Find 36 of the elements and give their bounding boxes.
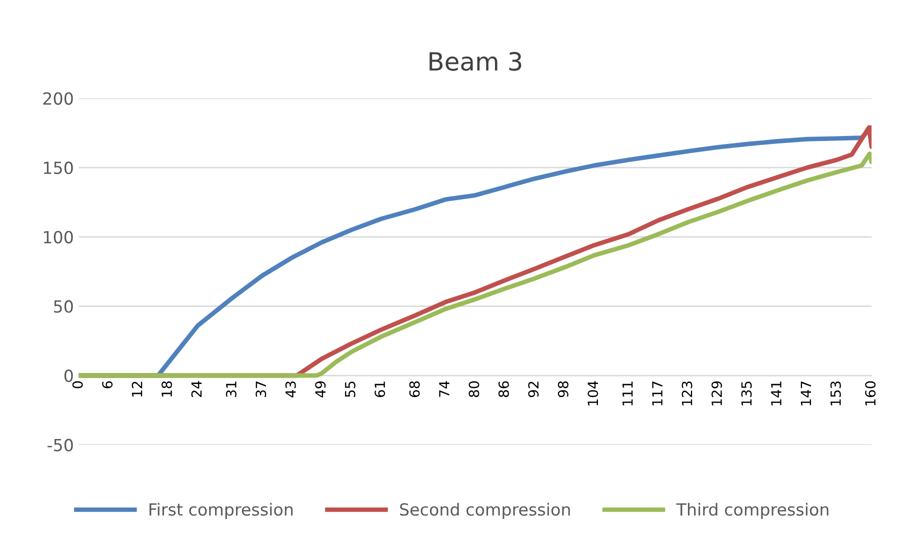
x-tick-label: 55	[345, 382, 356, 397]
x-tick-label: 117	[652, 382, 662, 406]
y-tick-label: 100	[44, 230, 73, 244]
x-tick-label: 147	[800, 382, 811, 406]
y-tick-label: -50	[48, 438, 73, 452]
legend-label: Third compression	[676, 502, 828, 519]
x-tick-label: 160	[865, 381, 876, 406]
y-tick-label: 150	[44, 162, 73, 174]
x-tick-label: 123	[682, 381, 692, 406]
x-tick-label: 135	[741, 382, 752, 406]
x-tick-label: 0	[72, 381, 83, 388]
x-tick-label: 49	[315, 381, 326, 398]
x-tick-label: 31	[226, 382, 236, 397]
legend-label: First compression	[150, 502, 293, 519]
x-tick-label: 18	[162, 381, 172, 397]
legend-label: Second compression	[400, 502, 570, 519]
x-tick-label: 86	[498, 381, 509, 398]
x-tick-label: 141	[771, 382, 782, 406]
x-tick-label: 153	[830, 381, 841, 406]
y-tick-label: 50	[54, 300, 73, 313]
x-tick-label: 37	[256, 382, 266, 397]
x-tick-label: 129	[712, 381, 722, 406]
chart-title: Beam 3	[430, 52, 522, 71]
x-tick-label: 80	[468, 381, 480, 398]
x-tick-label: 92	[528, 382, 539, 398]
x-tick-label: 68	[409, 381, 420, 398]
x-tick-label: 61	[374, 382, 386, 398]
x-tick-label: 98	[558, 381, 568, 398]
x-tick-label: 24	[191, 381, 202, 398]
y-tick-label: 200	[43, 92, 73, 105]
x-tick-label: 12	[132, 382, 142, 397]
x-tick-label: 43	[285, 381, 296, 398]
x-tick-label: 74	[439, 381, 450, 397]
x-tick-label: 104	[588, 381, 598, 406]
x-tick-label: 6	[102, 381, 113, 388]
x-tick-label: 111	[622, 382, 633, 406]
